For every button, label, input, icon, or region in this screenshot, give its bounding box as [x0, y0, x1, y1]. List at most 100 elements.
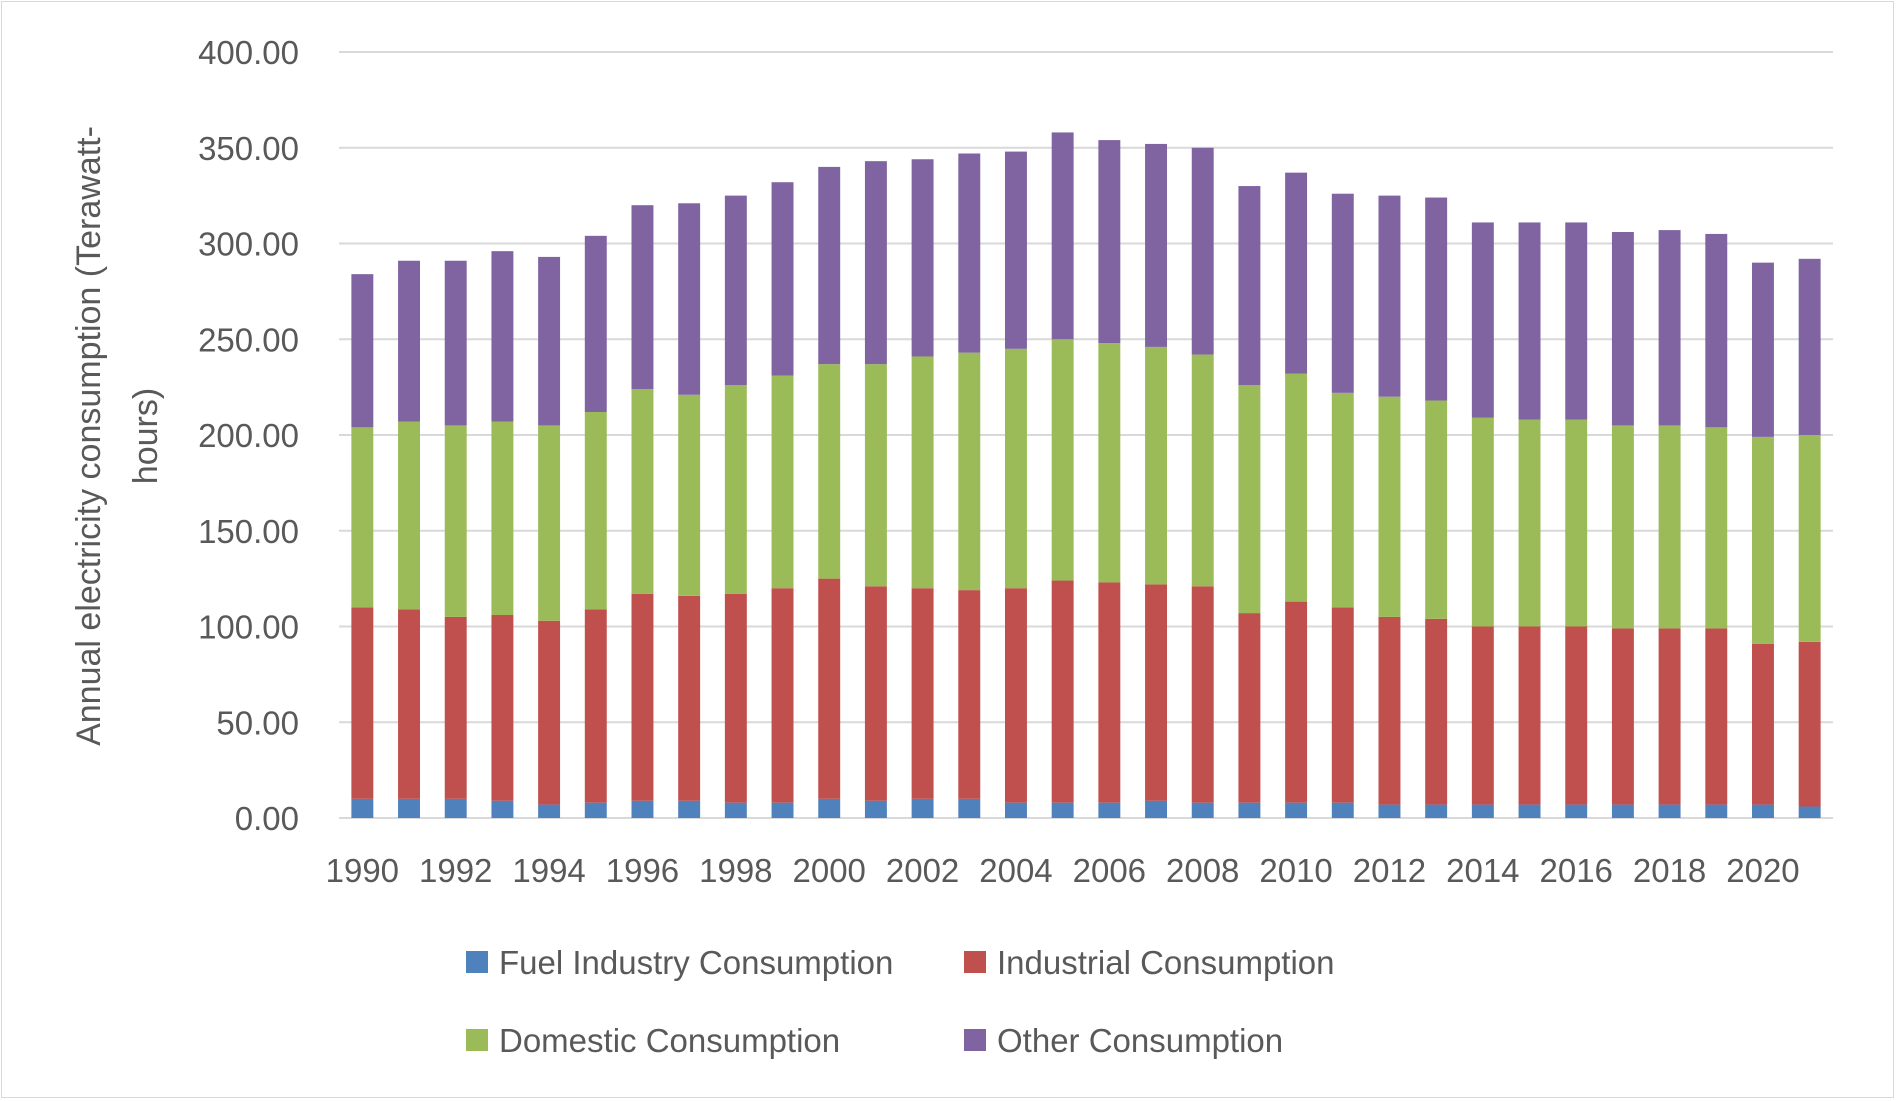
- bar-segment-2014-fuel-industry-consumption: [1471, 804, 1494, 818]
- bar-segment-2003-industrial-consumption: [958, 590, 981, 799]
- bar-segment-1992-domestic-consumption: [444, 425, 467, 617]
- bar-segment-2009-other-consumption: [1238, 186, 1261, 386]
- bar-segment-2005-industrial-consumption: [1051, 580, 1074, 803]
- bar-segment-2010-domestic-consumption: [1285, 373, 1308, 602]
- bar-segment-2018-fuel-industry-consumption: [1658, 804, 1681, 818]
- bar-segment-1992-fuel-industry-consumption: [444, 798, 467, 818]
- y-tick-label: 100.00: [198, 609, 299, 646]
- bar-segment-2020-other-consumption: [1751, 262, 1774, 437]
- bar-segment-2002-domestic-consumption: [911, 356, 934, 589]
- bar-segment-1991-domestic-consumption: [398, 421, 421, 610]
- bar-segment-1993-fuel-industry-consumption: [491, 800, 514, 818]
- bar-segment-1997-fuel-industry-consumption: [678, 800, 701, 818]
- bar-segment-2001-industrial-consumption: [864, 586, 887, 801]
- bar-segment-1993-other-consumption: [491, 251, 514, 422]
- bar-segment-2003-other-consumption: [958, 153, 981, 353]
- bar-segment-1991-industrial-consumption: [398, 609, 421, 799]
- bar-segment-1996-domestic-consumption: [631, 389, 654, 594]
- bar-segment-1999-domestic-consumption: [771, 375, 794, 589]
- legend-swatch: [466, 1029, 488, 1051]
- bar-segment-2016-other-consumption: [1565, 222, 1588, 420]
- bar-segment-2001-domestic-consumption: [864, 364, 887, 587]
- bar-segment-2012-fuel-industry-consumption: [1378, 804, 1401, 818]
- bar-segment-2017-industrial-consumption: [1611, 628, 1634, 805]
- bar-segment-1994-domestic-consumption: [538, 425, 561, 621]
- bar-segment-1990-other-consumption: [351, 274, 374, 428]
- bar-segment-2012-other-consumption: [1378, 195, 1401, 397]
- bar-segment-2016-domestic-consumption: [1565, 419, 1588, 627]
- y-axis-label-line-2: hours): [127, 388, 165, 484]
- bar-segment-1998-fuel-industry-consumption: [724, 802, 747, 818]
- bar-segment-2004-domestic-consumption: [1004, 348, 1027, 589]
- bar-segment-2021-fuel-industry-consumption: [1798, 806, 1821, 818]
- bar-segment-2018-industrial-consumption: [1658, 628, 1681, 805]
- bar-segment-1990-domestic-consumption: [351, 427, 374, 608]
- x-tick-label: 2014: [1446, 852, 1519, 889]
- y-axis-label-line-1: Annual electricity consumption (Terawatt…: [70, 126, 108, 746]
- bar-segment-2002-other-consumption: [911, 159, 934, 357]
- bar-segment-2017-other-consumption: [1611, 232, 1634, 426]
- bar-segment-2003-domestic-consumption: [958, 352, 981, 591]
- bar-segment-2015-other-consumption: [1518, 222, 1541, 420]
- bar-segment-2016-industrial-consumption: [1565, 626, 1588, 805]
- bar-segment-2018-domestic-consumption: [1658, 425, 1681, 629]
- legend-swatch: [466, 951, 488, 973]
- bar-segment-2015-domestic-consumption: [1518, 419, 1541, 627]
- bar-segment-1995-domestic-consumption: [584, 412, 607, 610]
- bar-segment-2021-domestic-consumption: [1798, 435, 1821, 642]
- bar-segment-2000-fuel-industry-consumption: [818, 798, 841, 818]
- bar-segment-1992-industrial-consumption: [444, 616, 467, 799]
- legend-swatch: [964, 951, 986, 973]
- y-tick-label: 300.00: [198, 226, 299, 263]
- legend-swatch: [964, 1029, 986, 1051]
- bar-segment-2019-other-consumption: [1705, 233, 1728, 428]
- bar-segment-2009-fuel-industry-consumption: [1238, 802, 1261, 818]
- y-tick-label: 400.00: [198, 34, 299, 71]
- bar-segment-2006-fuel-industry-consumption: [1098, 802, 1121, 818]
- y-tick-label: 150.00: [198, 513, 299, 550]
- bar-segment-2007-domestic-consumption: [1145, 346, 1168, 585]
- bar-segment-1994-fuel-industry-consumption: [538, 804, 561, 818]
- bar-segment-1995-other-consumption: [584, 235, 607, 413]
- bar-segment-1997-domestic-consumption: [678, 394, 701, 596]
- x-tick-label: 2020: [1726, 852, 1799, 889]
- bar-segment-1997-other-consumption: [678, 203, 701, 395]
- bar-segment-2000-domestic-consumption: [818, 364, 841, 579]
- x-tick-label: 2008: [1166, 852, 1239, 889]
- bar-segment-2013-fuel-industry-consumption: [1425, 804, 1448, 818]
- x-tick-label: 2002: [886, 852, 959, 889]
- bar-segment-2014-domestic-consumption: [1471, 417, 1494, 627]
- bar-segment-2013-other-consumption: [1425, 197, 1448, 401]
- bar-segment-1998-other-consumption: [724, 195, 747, 386]
- bar-segment-1990-industrial-consumption: [351, 607, 374, 799]
- bar-segment-2000-industrial-consumption: [818, 578, 841, 799]
- bar-segment-1994-industrial-consumption: [538, 620, 561, 805]
- bar-segment-2009-industrial-consumption: [1238, 613, 1261, 803]
- bar-segment-2007-fuel-industry-consumption: [1145, 800, 1168, 818]
- bar-segment-2005-other-consumption: [1051, 132, 1074, 340]
- legend-item: Other Consumption: [964, 1022, 1283, 1059]
- bar-segment-2020-industrial-consumption: [1751, 643, 1774, 805]
- bar-segment-2008-industrial-consumption: [1191, 586, 1214, 803]
- bar-segment-2002-fuel-industry-consumption: [911, 798, 934, 818]
- x-tick-label: 2010: [1259, 852, 1332, 889]
- bar-segment-2000-other-consumption: [818, 166, 841, 365]
- bar-segment-2021-other-consumption: [1798, 258, 1821, 435]
- bar-segment-2003-fuel-industry-consumption: [958, 798, 981, 818]
- x-tick-label: 1992: [419, 852, 492, 889]
- bar-segment-2006-industrial-consumption: [1098, 582, 1121, 803]
- bar-segment-2011-fuel-industry-consumption: [1331, 802, 1354, 818]
- bar-segment-1994-other-consumption: [538, 256, 561, 426]
- gridlines: [339, 51, 1833, 819]
- bar-segment-2008-domestic-consumption: [1191, 354, 1214, 587]
- bar-segment-1993-domestic-consumption: [491, 421, 514, 616]
- legend-label: Other Consumption: [997, 1022, 1283, 1059]
- bar-segment-2008-other-consumption: [1191, 147, 1214, 355]
- bar-segment-2020-fuel-industry-consumption: [1751, 804, 1774, 818]
- bar-segment-1991-other-consumption: [398, 260, 421, 422]
- y-tick-label: 50.00: [216, 704, 299, 741]
- x-tick-label: 2004: [979, 852, 1052, 889]
- bar-segment-2016-fuel-industry-consumption: [1565, 804, 1588, 818]
